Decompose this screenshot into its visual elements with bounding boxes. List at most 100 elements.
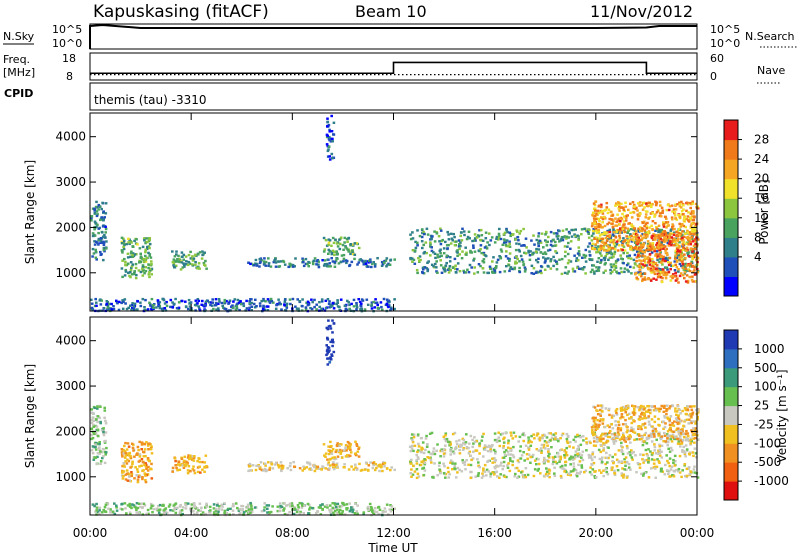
- data-cell: [517, 469, 521, 472]
- data-cell: [663, 434, 667, 437]
- data-cell: [612, 440, 615, 443]
- data-cell: [587, 456, 591, 459]
- data-cell: [684, 432, 688, 436]
- data-cell: [675, 259, 679, 262]
- data-cell: [205, 504, 208, 507]
- data-cell: [592, 461, 596, 465]
- data-cell: [583, 471, 586, 474]
- data-cell: [157, 304, 160, 308]
- data-cell: [331, 319, 334, 322]
- data-cell: [328, 128, 331, 132]
- data-cell: [174, 264, 178, 267]
- data-cell: [212, 511, 216, 514]
- data-cell: [103, 440, 106, 443]
- data-cell: [637, 425, 640, 428]
- data-cell: [486, 271, 489, 275]
- data-cell: [264, 260, 268, 264]
- data-cell: [369, 260, 372, 264]
- data-cell: [686, 231, 690, 234]
- data-cell: [679, 420, 682, 423]
- data-cell: [666, 417, 670, 421]
- data-cell: [125, 469, 129, 472]
- data-cell: [227, 302, 230, 305]
- colorbar-segment: [724, 159, 738, 180]
- data-cell: [507, 244, 510, 248]
- freq-label: Freq.: [3, 53, 30, 66]
- data-cell: [600, 211, 603, 214]
- data-cell: [694, 280, 698, 283]
- data-cell: [420, 451, 423, 454]
- data-cell: [648, 244, 652, 247]
- data-cell: [668, 428, 671, 431]
- data-cell: [575, 257, 579, 260]
- data-cell: [602, 449, 605, 452]
- data-cell: [547, 450, 550, 453]
- data-cell: [232, 513, 235, 516]
- data-cell: [635, 247, 639, 251]
- data-cell: [518, 270, 522, 274]
- data-cell: [647, 257, 650, 260]
- data-cell: [176, 506, 179, 510]
- data-cell: [608, 454, 612, 457]
- data-cell: [311, 262, 315, 266]
- data-cell: [642, 265, 645, 269]
- data-cell: [609, 210, 613, 213]
- data-cell: [563, 456, 567, 459]
- data-cell: [422, 232, 426, 236]
- data-cell: [135, 506, 138, 510]
- data-cell: [600, 216, 603, 219]
- data-cell: [543, 251, 547, 254]
- data-cell: [623, 408, 627, 411]
- data-cell: [658, 235, 662, 238]
- data-cell: [124, 454, 128, 457]
- data-cell: [467, 271, 471, 274]
- data-cell: [637, 236, 641, 239]
- data-cell: [144, 465, 148, 468]
- data-cell: [593, 455, 596, 459]
- data-cell: [683, 271, 687, 274]
- data-cell: [131, 255, 135, 258]
- data-cell: [409, 472, 412, 475]
- data-cell: [677, 417, 681, 420]
- data-cell: [413, 249, 417, 252]
- data-cell: [663, 404, 666, 408]
- data-cell: [339, 450, 343, 453]
- data-cell: [217, 302, 220, 305]
- data-cell: [486, 449, 490, 453]
- data-cell: [610, 416, 614, 419]
- power-colorbar-label: Power [dB]: [757, 179, 771, 244]
- data-cell: [239, 302, 243, 306]
- data-cell: [182, 459, 186, 463]
- data-cell: [678, 204, 682, 208]
- data-cell: [260, 299, 263, 303]
- data-cell: [564, 460, 568, 463]
- data-cell: [622, 237, 625, 240]
- data-cell: [145, 467, 148, 470]
- colorbar-tick-label: 16: [754, 191, 769, 205]
- data-cell: [489, 450, 493, 453]
- data-cell: [264, 469, 268, 473]
- data-cell: [626, 406, 630, 410]
- data-cell: [693, 215, 696, 218]
- data-cell: [258, 265, 261, 268]
- data-cell: [677, 227, 681, 231]
- data-cell: [581, 435, 585, 438]
- data-cell: [516, 257, 519, 261]
- data-cell: [212, 307, 215, 311]
- data-cell: [553, 472, 556, 475]
- data-cell: [660, 255, 663, 258]
- data-cell: [686, 235, 690, 239]
- data-cell: [611, 270, 614, 273]
- data-cell: [639, 262, 643, 265]
- data-cell: [244, 509, 248, 513]
- data-cell: [472, 239, 476, 242]
- freq-panel-frame: [89, 52, 698, 81]
- data-cell: [656, 245, 660, 248]
- data-cell: [570, 235, 574, 238]
- data-cell: [614, 245, 617, 248]
- data-cell: [641, 221, 645, 225]
- data-cell: [644, 213, 648, 216]
- data-cell: [685, 217, 689, 221]
- data-cell: [504, 432, 507, 435]
- data-cell: [599, 434, 603, 437]
